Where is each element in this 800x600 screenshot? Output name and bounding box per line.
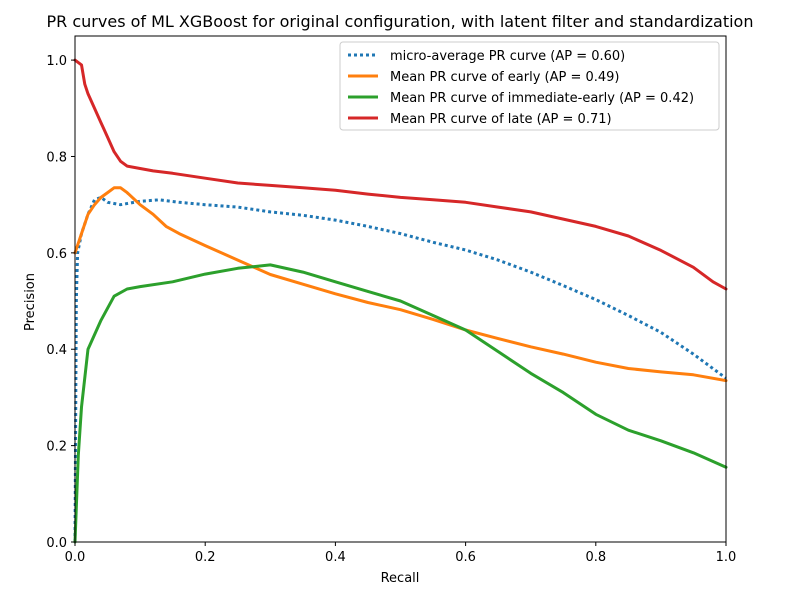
legend-entry-1: Mean PR curve of early (AP = 0.49) [390,70,620,85]
legend-entry-2: Mean PR curve of immediate-early (AP = 0… [390,91,694,106]
x-tick-label: 0.4 [325,550,346,565]
y-tick-label: 0.4 [46,343,67,358]
legend-entry-3: Mean PR curve of late (AP = 0.71) [390,112,612,127]
x-tick-label: 0.0 [65,550,86,565]
y-tick-label: 0.0 [46,536,67,551]
plot-area [73,58,728,544]
x-tick-label: 0.6 [455,550,476,565]
legend: micro-average PR curve (AP = 0.60) Mean P… [339,41,720,131]
y-axis-label: Precision [23,273,38,331]
series-line-3 [73,58,728,291]
series-line-0 [73,195,727,543]
y-tick-label: 0.2 [46,440,67,455]
x-tick-label: 0.8 [585,550,606,565]
x-tick-label: 1.0 [716,550,737,565]
plot-frame [74,35,727,543]
axes: 0.0 0.2 0.4 0.6 0.8 1.0 0.0 0.2 0.4 0.6 0.8 1.0 [46,35,737,565]
y-tick-label: 1.0 [46,54,67,69]
chart-title: PR curves of ML XGBoost for original con… [47,12,754,31]
legend-entry-0: micro-average PR curve (AP = 0.60) [390,49,625,64]
x-axis-label: Recall [381,571,420,586]
series-line-1 [73,186,728,383]
y-tick-label: 0.8 [46,150,67,165]
legend-box [339,41,720,131]
x-tick-label: 0.2 [195,550,216,565]
y-tick-label: 0.6 [46,247,67,262]
series-line-2 [73,263,728,544]
